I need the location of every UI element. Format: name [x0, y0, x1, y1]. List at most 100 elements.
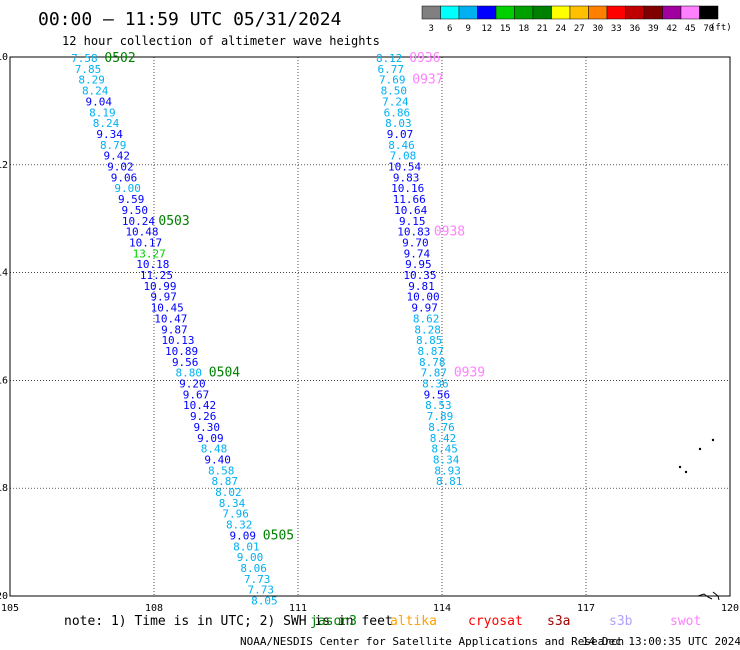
footer-note: note: 1) Time is in UTC; 2) SWH is in fe…	[64, 614, 393, 629]
legend-unit: (ft)	[710, 23, 732, 33]
credit-line: NOAA/NESDIS Center for Satellite Applica…	[240, 635, 624, 648]
legend-label-3: 12	[481, 24, 492, 34]
color-legend: 3 6 9 12 15 18 21 24 27 30 33 36 39 42 45 70	[421, 5, 719, 34]
swh-value: 7.69	[379, 74, 406, 87]
swh-value: 10.42	[183, 399, 216, 412]
swh-value: 10.83	[397, 226, 430, 239]
swh-value: 8.87	[417, 345, 444, 358]
time-label: 0503	[158, 214, 189, 229]
swh-value: 9.59	[118, 193, 145, 206]
swh-value: 9.07	[387, 128, 414, 141]
swh-value: 8.24	[93, 117, 120, 130]
swh-value: 9.83	[393, 171, 420, 184]
swh-value: 9.56	[172, 356, 199, 369]
legend-label-4: 15	[500, 24, 511, 34]
swh-value: 13.27	[133, 247, 166, 260]
swh-value: 10.99	[143, 280, 176, 293]
legend-swatch-7	[551, 5, 571, 20]
time-label: 0938	[434, 225, 465, 240]
west-track: 7.587.858.298.249.048.198.249.348.799.42…	[71, 51, 294, 608]
lon-tick-label: 117	[577, 603, 595, 614]
swh-value: 9.00	[114, 182, 141, 195]
swh-value: 8.12	[376, 52, 403, 65]
satellite-name-jason3: jason3	[310, 614, 357, 629]
timestamp: 14 Dec 13:00:35 UTC 2024	[582, 635, 740, 648]
swh-value: 9.40	[204, 453, 231, 466]
swh-value: 9.00	[237, 551, 264, 564]
swh-value: 8.06	[240, 562, 267, 575]
swh-value: 8.02	[215, 486, 242, 499]
legend-label-8: 27	[574, 24, 585, 34]
time-label: 0504	[209, 366, 240, 381]
lat-tick-label: 16	[0, 375, 8, 386]
swh-value: 10.47	[154, 312, 187, 325]
swh-value: 8.46	[388, 139, 415, 152]
swh-value: 7.89	[427, 410, 454, 423]
swh-value: 9.74	[404, 247, 431, 260]
legend-swatch-2	[458, 5, 478, 20]
swh-value: 10.24	[122, 215, 155, 228]
swh-value: 8.03	[385, 117, 412, 130]
swh-value: 8.93	[434, 464, 461, 477]
satellite-name-altika: altika	[390, 614, 437, 629]
swh-value: 9.42	[104, 150, 131, 163]
swh-value: 9.02	[107, 161, 134, 174]
swh-value: 10.16	[391, 182, 424, 195]
swh-value: 8.34	[433, 453, 460, 466]
swh-value: 11.66	[393, 193, 426, 206]
swh-value: 6.77	[377, 63, 404, 76]
legend-swatch-3	[477, 5, 497, 20]
legend-label-13: 42	[666, 24, 677, 34]
swh-value: 8.36	[422, 378, 449, 391]
lat-tick-label: 14	[0, 268, 8, 279]
swh-value: 8.48	[201, 443, 228, 456]
swh-value: 9.67	[183, 388, 210, 401]
legend-label-7: 24	[555, 24, 566, 34]
legend-swatch-0	[421, 5, 441, 20]
lat-tick-label: 20	[0, 591, 8, 602]
swh-value: 10.64	[394, 204, 427, 217]
swh-value: 10.00	[406, 291, 439, 304]
time-label: 0936	[409, 51, 440, 66]
swh-value: 9.04	[86, 95, 113, 108]
swh-value: 8.32	[226, 519, 253, 532]
satellite-name-swot: swot	[670, 614, 701, 629]
swh-value: 10.17	[129, 236, 162, 249]
legend-label-15: 70	[703, 24, 714, 34]
legend-swatch-14	[680, 5, 700, 20]
legend-label-11: 36	[629, 24, 640, 34]
swh-value: 8.45	[431, 443, 458, 456]
legend-swatch-12	[643, 5, 663, 20]
swh-value: 9.34	[96, 128, 123, 141]
swh-value: 9.09	[197, 432, 224, 445]
page-subtitle: 12 hour collection of altimeter wave hei…	[62, 34, 380, 48]
swh-value: 8.87	[212, 475, 239, 488]
swh-value: 9.97	[411, 302, 438, 315]
satellite-name-cryosat: cryosat	[468, 614, 523, 629]
lon-tick-label: 120	[721, 603, 739, 614]
lon-tick-label: 108	[145, 603, 163, 614]
satellite-name-s3a: s3a	[547, 614, 570, 629]
legend-swatch-9	[588, 5, 608, 20]
legend-label-2: 9	[466, 24, 471, 34]
swh-value: 7.73	[244, 573, 271, 586]
swh-value: 11.25	[140, 269, 173, 282]
legend-swatch-5	[514, 5, 534, 20]
page-title: 00:00 – 11:59 UTC 05/31/2024	[38, 9, 341, 30]
swh-value: 8.01	[233, 540, 260, 553]
legend-swatch-1	[440, 5, 460, 20]
swh-value: 9.87	[161, 323, 188, 336]
legend-swatch-11	[625, 5, 645, 20]
swh-value: 8.29	[78, 74, 105, 87]
swh-value: 9.50	[122, 204, 149, 217]
legend-label-6: 21	[537, 24, 548, 34]
swh-value: 9.30	[194, 421, 221, 434]
lat-tick-label: 18	[0, 483, 8, 494]
swh-value: 9.97	[150, 291, 177, 304]
legend-label-1: 6	[447, 24, 452, 34]
swh-value: 8.05	[251, 595, 278, 608]
swh-value: 7.08	[390, 150, 417, 163]
time-label: 0505	[263, 528, 294, 543]
swh-value: 9.20	[179, 378, 206, 391]
time-label: 0502	[104, 51, 135, 66]
